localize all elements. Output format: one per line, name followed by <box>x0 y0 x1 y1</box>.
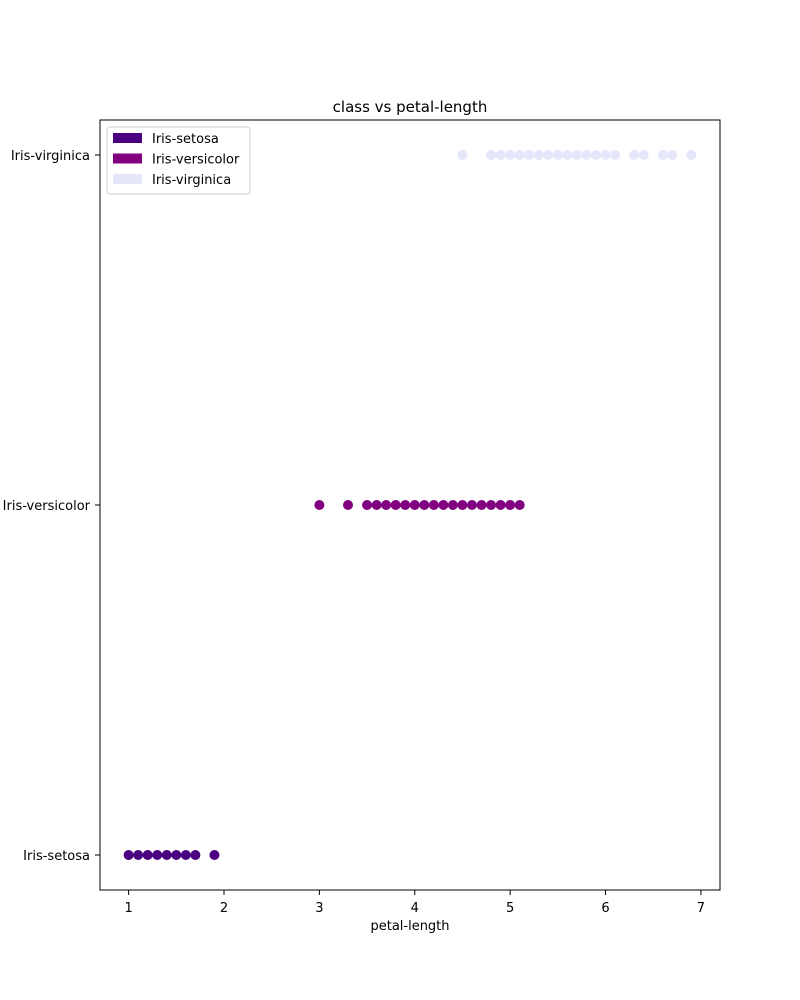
data-point <box>180 850 191 860</box>
data-point <box>524 150 535 160</box>
data-point <box>447 500 458 510</box>
chart-title: class vs petal-length <box>333 98 488 116</box>
x-axis: 1 2 3 4 5 6 7 <box>124 890 705 916</box>
data-point <box>571 150 582 160</box>
legend-swatch <box>113 133 142 143</box>
data-point <box>190 850 201 860</box>
data-point <box>562 150 573 160</box>
data-point <box>428 500 439 510</box>
data-point <box>152 850 163 860</box>
y-axis: Iris-setosa Iris-versicolor Iris-virginica <box>3 149 100 864</box>
data-point <box>600 150 611 160</box>
legend-box <box>106 126 251 195</box>
data-point <box>457 500 468 510</box>
data-point <box>638 150 649 160</box>
data-point <box>505 500 516 510</box>
data-point <box>543 150 554 160</box>
legend-label: Iris-virginica <box>152 173 231 188</box>
legend: Iris-setosa Iris-versicolor Iris-virginica <box>106 126 251 195</box>
data-point <box>505 150 516 160</box>
data-point <box>486 500 497 510</box>
data-point <box>581 150 592 160</box>
y-tick-label: Iris-setosa <box>23 849 90 864</box>
data-point <box>419 500 430 510</box>
data-point <box>629 150 640 160</box>
data-point <box>123 850 134 860</box>
data-point <box>142 850 153 860</box>
data-point <box>686 150 697 160</box>
data-point <box>409 500 420 510</box>
data-point <box>381 500 392 510</box>
data-point <box>476 500 487 510</box>
data-point <box>657 150 668 160</box>
y-tick-label: Iris-versicolor <box>3 499 91 514</box>
data-point <box>362 500 373 510</box>
legend-label: Iris-setosa <box>152 132 219 147</box>
legend-swatch <box>113 174 142 184</box>
data-point <box>438 500 449 510</box>
x-tick-label: 5 <box>506 901 514 916</box>
data-point <box>495 150 506 160</box>
x-tick-label: 4 <box>411 901 419 916</box>
data-point <box>171 850 182 860</box>
data-point <box>467 500 477 510</box>
data-point <box>371 500 382 510</box>
x-axis-label: petal-length <box>370 919 449 934</box>
data-points <box>123 150 697 860</box>
legend-label: Iris-versicolor <box>152 153 240 168</box>
data-point <box>610 150 621 160</box>
data-point <box>400 500 411 510</box>
data-point <box>552 150 563 160</box>
data-point <box>514 150 525 160</box>
data-point <box>314 500 325 510</box>
data-point <box>209 850 220 860</box>
data-point <box>343 500 353 510</box>
data-point <box>495 500 506 510</box>
data-point <box>514 500 525 510</box>
x-tick-label: 7 <box>697 901 705 916</box>
data-point <box>533 150 544 160</box>
data-point <box>161 850 172 860</box>
x-tick-label: 2 <box>220 901 228 916</box>
data-point <box>390 500 401 510</box>
data-point <box>667 150 678 160</box>
x-tick-label: 3 <box>315 901 323 916</box>
legend-swatch <box>113 153 142 164</box>
x-tick-label: 6 <box>601 901 609 916</box>
data-point <box>591 150 601 160</box>
data-point <box>457 150 468 160</box>
y-tick-label: Iris-virginica <box>11 149 90 164</box>
data-point <box>133 850 144 860</box>
x-tick-label: 1 <box>124 901 132 916</box>
data-point <box>486 150 497 160</box>
